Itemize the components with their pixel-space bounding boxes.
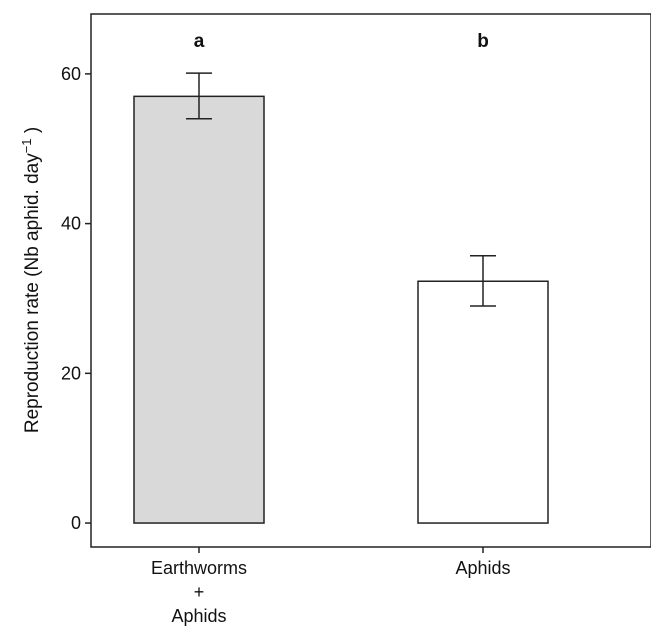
y-tick-label-40: 40 [61,214,81,234]
plot-panel-border [90,13,651,548]
bar-1 [417,280,549,524]
y-axis-title-superscript: −1 [19,138,34,153]
x-tick-label-0-line-0: Earthworms [151,558,247,578]
y-axis-title-main: Reproduction rate (Nb aphid. day [22,153,43,433]
y-tick-label-0: 0 [71,513,81,533]
y-tick-label-60: 60 [61,64,81,84]
bars-group [133,95,549,524]
x-tick-label-0-line-2: Aphids [171,606,226,626]
x-tick-label-1: Aphids [455,558,510,578]
y-axis: 0 20 40 60 [61,64,91,533]
y-axis-title: Reproduction rate (Nb aphid. day−1 ) [19,127,44,433]
significance-letter-1: b [477,31,489,52]
x-tick-label-0: Earthworms + Aphids [151,558,247,626]
x-tick-label-0-line-1: + [194,582,205,602]
error-bars-group [186,72,496,307]
bar-0 [133,95,265,524]
x-tick-label-1-line-0: Aphids [455,558,510,578]
y-axis-title-close: ) [22,127,43,139]
y-tick-label-20: 20 [61,363,81,383]
significance-letter-0: a [194,31,205,52]
x-axis: Earthworms + Aphids Aphids [151,547,511,626]
